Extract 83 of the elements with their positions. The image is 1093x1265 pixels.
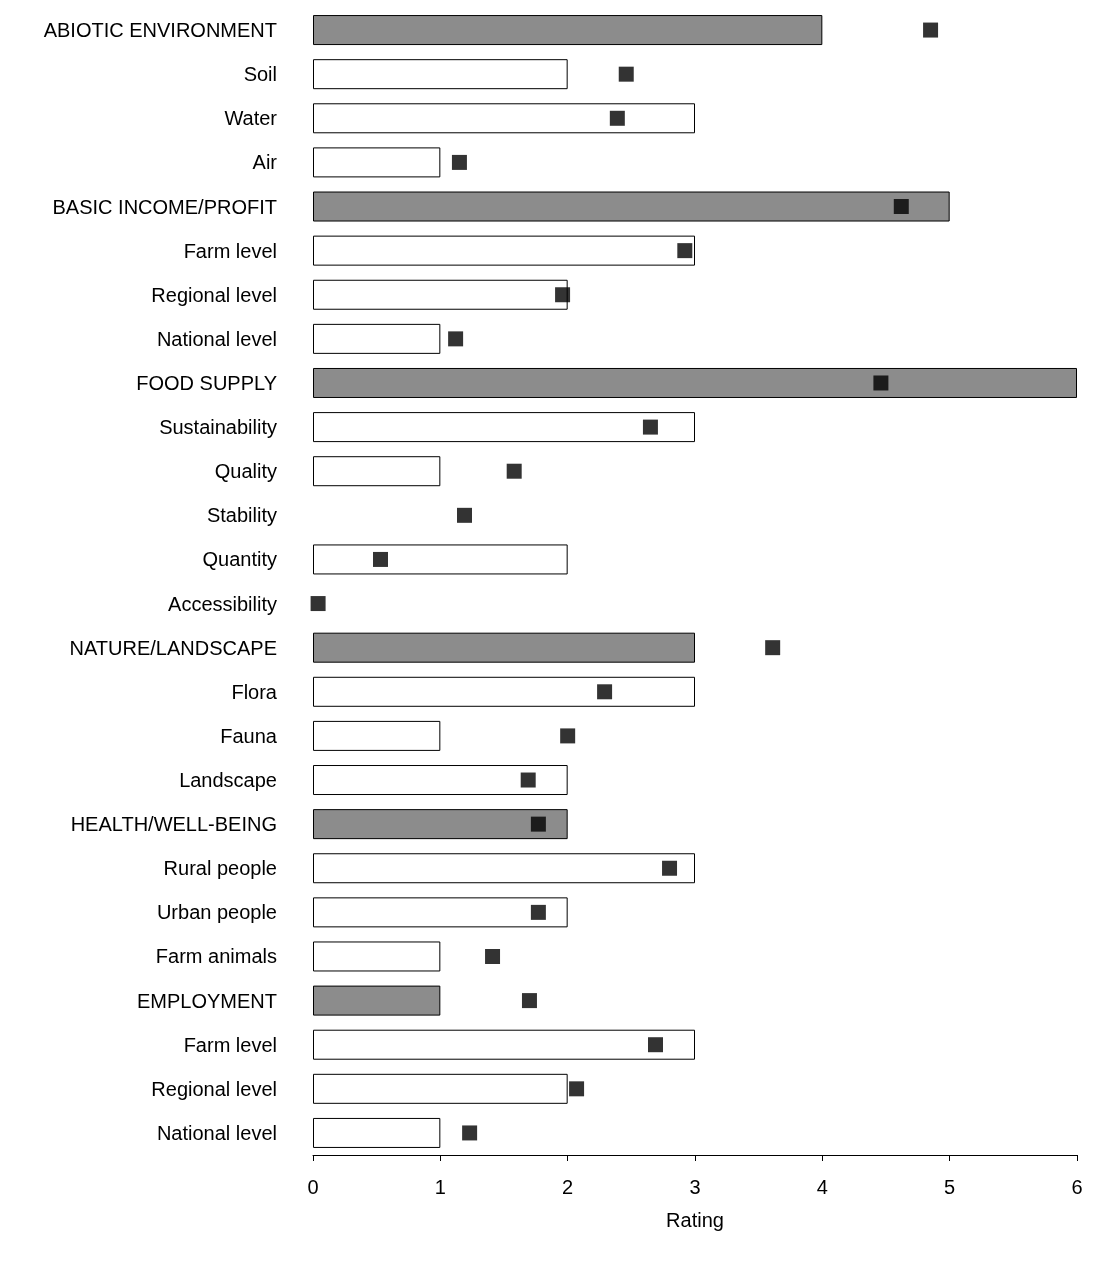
y-tick-label: Sustainability bbox=[159, 416, 277, 439]
point bbox=[457, 507, 473, 523]
point bbox=[555, 287, 571, 303]
point bbox=[451, 154, 467, 170]
y-tick-label: Water bbox=[224, 107, 278, 130]
y-tick-label: Quality bbox=[214, 460, 277, 483]
point bbox=[569, 1081, 585, 1097]
y-tick-label: Regional level bbox=[151, 1077, 277, 1100]
y-tick-label: Regional level bbox=[151, 283, 277, 306]
bar bbox=[313, 1117, 441, 1148]
x-tick-label: 0 bbox=[307, 1176, 319, 1198]
bar bbox=[313, 765, 568, 796]
y-tick-label: Accessibility bbox=[168, 592, 277, 615]
point bbox=[530, 904, 546, 920]
point bbox=[648, 1037, 664, 1053]
y-tick-label: Fauna bbox=[220, 724, 278, 747]
y-tick-label: BASIC INCOME/PROFIT bbox=[52, 195, 277, 218]
x-axis-title: Rating bbox=[666, 1209, 724, 1231]
bar bbox=[313, 1029, 695, 1060]
y-tick-label: Stability bbox=[206, 504, 277, 527]
x-tick-label: 6 bbox=[1071, 1176, 1083, 1198]
point bbox=[506, 463, 522, 479]
point bbox=[677, 243, 693, 259]
y-tick-label: Air bbox=[252, 151, 278, 174]
bar bbox=[313, 544, 568, 575]
y-tick-label: Farm level bbox=[183, 1033, 277, 1056]
point bbox=[462, 1125, 478, 1141]
point bbox=[485, 948, 501, 964]
x-tick-label: 3 bbox=[689, 1176, 701, 1198]
bar bbox=[313, 191, 950, 222]
point bbox=[597, 684, 613, 700]
bar bbox=[313, 720, 441, 751]
point bbox=[310, 596, 326, 612]
bar bbox=[313, 412, 695, 443]
point bbox=[521, 993, 537, 1009]
bar bbox=[313, 235, 695, 266]
point bbox=[530, 816, 546, 832]
y-tick-label: EMPLOYMENT bbox=[136, 989, 277, 1012]
x-tick-label: 5 bbox=[944, 1176, 956, 1198]
bar bbox=[313, 279, 568, 310]
y-tick-label: Urban people bbox=[156, 901, 277, 924]
bar bbox=[313, 59, 568, 90]
bar bbox=[313, 147, 441, 178]
y-tick-label: Landscape bbox=[179, 769, 277, 792]
x-tick-label: 4 bbox=[816, 1176, 828, 1198]
point bbox=[609, 110, 625, 126]
point bbox=[873, 375, 889, 391]
point bbox=[520, 772, 536, 788]
y-tick-label: FOOD SUPPLY bbox=[136, 371, 277, 394]
y-tick-label: Soil bbox=[243, 63, 277, 86]
point bbox=[642, 419, 658, 435]
point bbox=[372, 551, 388, 567]
point bbox=[893, 199, 909, 215]
bar bbox=[313, 103, 695, 134]
y-tick-label: Quantity bbox=[202, 548, 277, 571]
point bbox=[765, 640, 781, 656]
point bbox=[923, 22, 939, 38]
point bbox=[560, 728, 576, 744]
point bbox=[662, 860, 678, 876]
bar bbox=[313, 941, 441, 972]
y-tick-label: Farm animals bbox=[155, 945, 277, 968]
y-tick-label: Farm level bbox=[183, 239, 277, 262]
bar bbox=[313, 456, 441, 487]
point bbox=[618, 66, 634, 82]
x-tick-label: 2 bbox=[562, 1176, 574, 1198]
point bbox=[448, 331, 464, 347]
y-tick-label: NATURE/LANDSCAPE bbox=[69, 636, 277, 659]
y-tick-label: Flora bbox=[231, 680, 278, 703]
bar bbox=[313, 676, 695, 707]
x-tick-label: 1 bbox=[434, 1176, 446, 1198]
y-tick-label: National level bbox=[156, 1121, 277, 1144]
bar bbox=[313, 632, 695, 663]
bar bbox=[313, 15, 823, 46]
bar bbox=[313, 985, 441, 1016]
y-tick-label: National level bbox=[156, 327, 277, 350]
bar bbox=[313, 323, 441, 354]
y-tick-label: HEALTH/WELL-BEING bbox=[70, 813, 277, 836]
bar bbox=[313, 367, 1077, 398]
y-tick-label: Rural people bbox=[163, 857, 277, 880]
y-tick-label: ABIOTIC ENVIRONMENT bbox=[43, 19, 277, 42]
bar bbox=[313, 897, 568, 928]
bar bbox=[313, 809, 568, 840]
bar bbox=[313, 853, 695, 884]
